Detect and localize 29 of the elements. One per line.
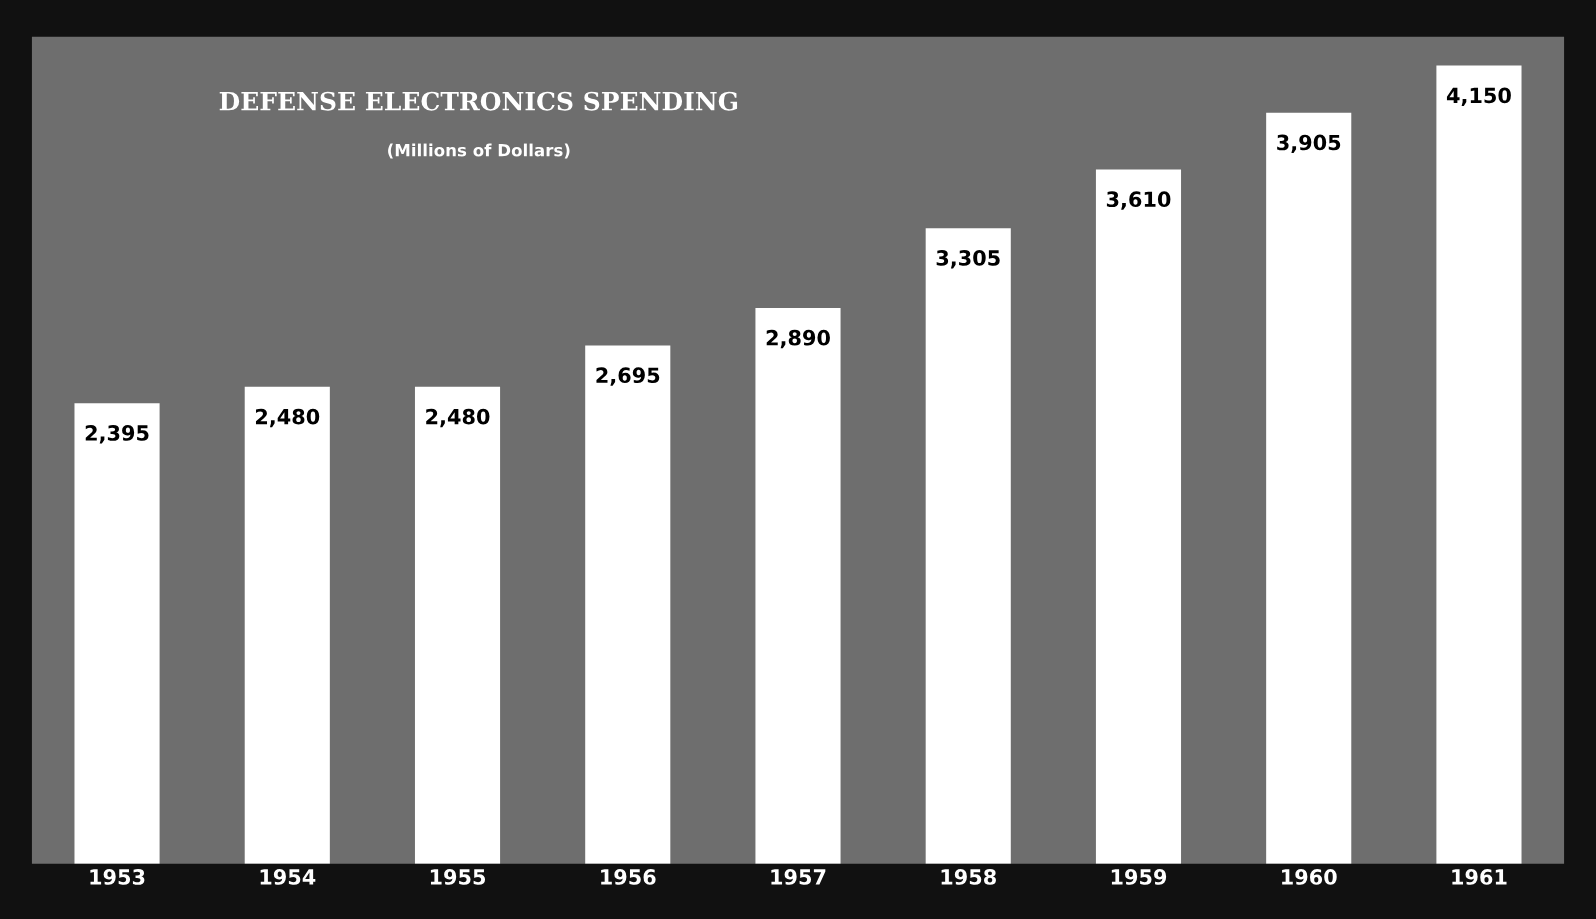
bar [414, 386, 501, 864]
bar [925, 228, 1011, 864]
text: DEFENSE ELECTRONICS SPENDING [219, 91, 738, 111]
bar [1436, 65, 1522, 864]
bar [1095, 169, 1182, 864]
text: (Millions of Dollars) [388, 143, 570, 159]
data-label: 2,480 [426, 408, 490, 428]
data-label: 3,610 [1106, 191, 1171, 210]
x-tick-label: 1956 [601, 869, 656, 885]
x-tick-label: 1960 [1282, 869, 1337, 885]
x-tick-label: 1959 [1111, 869, 1167, 885]
data-label: 4,150 [1446, 87, 1511, 106]
data-label: 3,905 [1277, 134, 1341, 154]
data-label: 2,480 [255, 408, 320, 428]
bar [74, 403, 160, 864]
data-label: 2,695 [596, 367, 660, 386]
x-tick-label: 1955 [430, 869, 486, 885]
x-tick-label: 1953 [90, 869, 145, 885]
x-tick-label: 1957 [771, 869, 826, 885]
bar [585, 345, 671, 864]
x-tick-label: 1954 [260, 869, 316, 885]
bar [755, 307, 841, 864]
bar [1266, 112, 1352, 864]
bar [244, 386, 330, 864]
x-tick-label: 1958 [941, 869, 996, 885]
data-label: 3,305 [936, 250, 1000, 269]
data-label: 2,890 [766, 329, 830, 349]
x-tick-label: 1961 [1452, 869, 1507, 885]
data-label: 2,395 [85, 425, 149, 444]
